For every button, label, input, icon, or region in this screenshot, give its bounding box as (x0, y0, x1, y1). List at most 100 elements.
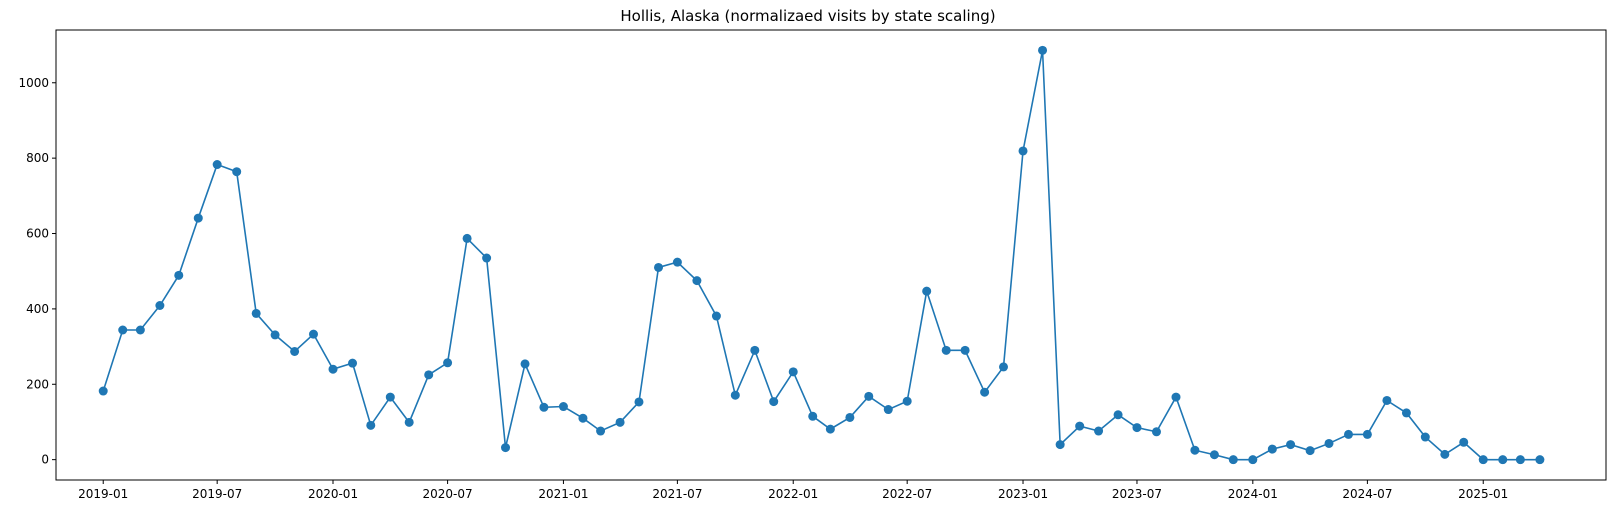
data-point (290, 346, 300, 356)
data-point (1515, 455, 1525, 465)
data-point (462, 233, 472, 243)
data-point (960, 345, 970, 355)
data-point (1478, 455, 1488, 465)
x-tick-label: 2022-01 (768, 487, 818, 501)
data-point (596, 426, 606, 436)
data-point (308, 329, 318, 339)
data-point (1535, 455, 1545, 465)
data-point (539, 402, 549, 412)
x-tick-label: 2024-07 (1342, 487, 1392, 501)
x-tick-label: 2024-01 (1228, 487, 1278, 501)
data-point (1113, 410, 1123, 420)
data-point (385, 392, 395, 402)
data-point (1305, 446, 1315, 456)
x-tick-label: 2019-01 (78, 487, 128, 501)
data-point (328, 364, 338, 374)
data-point (1209, 450, 1219, 460)
plot-frame (55, 29, 1607, 481)
x-axis: 2019-01 2019-07 2020-01 2020-07 2021-01 2021-… (78, 480, 1508, 501)
data-point (501, 443, 511, 453)
x-tick-label: 2023-01 (998, 487, 1048, 501)
data-point (1190, 445, 1200, 455)
data-point (1132, 423, 1142, 433)
y-tick-label: 0 (41, 453, 49, 467)
data-point (1267, 444, 1277, 454)
data-point (404, 417, 414, 427)
data-point (864, 391, 874, 401)
x-tick-label: 2020-01 (308, 487, 358, 501)
data-point (941, 345, 951, 355)
data-point (769, 397, 779, 407)
data-point (615, 417, 625, 427)
data-point (788, 367, 798, 377)
data-point (1498, 455, 1508, 465)
data-point (482, 253, 492, 263)
data-point (174, 270, 184, 280)
data-point (1324, 438, 1334, 448)
data-point (270, 330, 280, 340)
data-point (1344, 429, 1354, 439)
data-point (999, 362, 1008, 372)
data-point (1094, 426, 1104, 436)
data-point (135, 325, 145, 335)
data-point (118, 325, 128, 335)
x-tick-label: 2021-01 (538, 487, 588, 501)
data-point (1286, 440, 1296, 450)
x-tick-label: 2020-07 (423, 487, 473, 501)
data-point (711, 311, 721, 321)
data-point (883, 405, 893, 415)
data-point (750, 345, 760, 355)
data-point (1151, 427, 1161, 437)
data-point (212, 160, 222, 170)
data-point (98, 386, 108, 396)
y-tick-label: 800 (26, 151, 49, 165)
data-point (348, 358, 358, 368)
data-point (1420, 432, 1430, 442)
data-point (672, 257, 682, 267)
data-point (1248, 455, 1258, 465)
x-tick-label: 2025-01 (1458, 487, 1508, 501)
data-point (808, 411, 818, 421)
data-point (654, 262, 663, 272)
data-point (845, 412, 855, 422)
data-point (1055, 440, 1065, 450)
data-point (1382, 395, 1392, 405)
y-tick-label: 400 (26, 302, 49, 316)
data-point (825, 424, 835, 434)
data-point (1075, 421, 1085, 431)
y-axis: 0 200 400 600 800 1000 (18, 76, 56, 467)
data-point (251, 308, 261, 318)
y-tick-label: 1000 (18, 76, 49, 90)
x-tick-label: 2019-07 (192, 487, 242, 501)
data-point (424, 370, 434, 380)
data-point (155, 301, 165, 310)
data-point (520, 359, 530, 369)
data-point (1362, 429, 1372, 439)
data-point (922, 286, 932, 296)
data-point (443, 358, 453, 368)
x-tick-label: 2022-07 (882, 487, 932, 501)
data-point (634, 397, 644, 407)
data-point (1401, 408, 1411, 418)
data-point (1038, 45, 1048, 55)
x-tick-label: 2021-07 (652, 487, 702, 501)
data-point (980, 387, 990, 397)
data-point (1440, 449, 1450, 459)
series-line (102, 50, 1540, 461)
data-point (692, 276, 702, 286)
y-tick-label: 200 (26, 377, 49, 391)
data-point (558, 402, 568, 412)
chart-title: Hollis, Alaska (normalizaed visits by st… (620, 7, 995, 25)
x-tick-label: 2023-07 (1112, 487, 1162, 501)
data-point (1018, 146, 1028, 156)
data-point (578, 413, 588, 423)
data-point (1459, 437, 1469, 447)
data-point (193, 213, 203, 223)
data-point (366, 420, 376, 430)
data-point (1171, 392, 1181, 402)
y-tick-label: 600 (26, 227, 49, 241)
data-point (232, 167, 242, 177)
data-point (902, 396, 912, 406)
series-markers (98, 45, 1545, 465)
